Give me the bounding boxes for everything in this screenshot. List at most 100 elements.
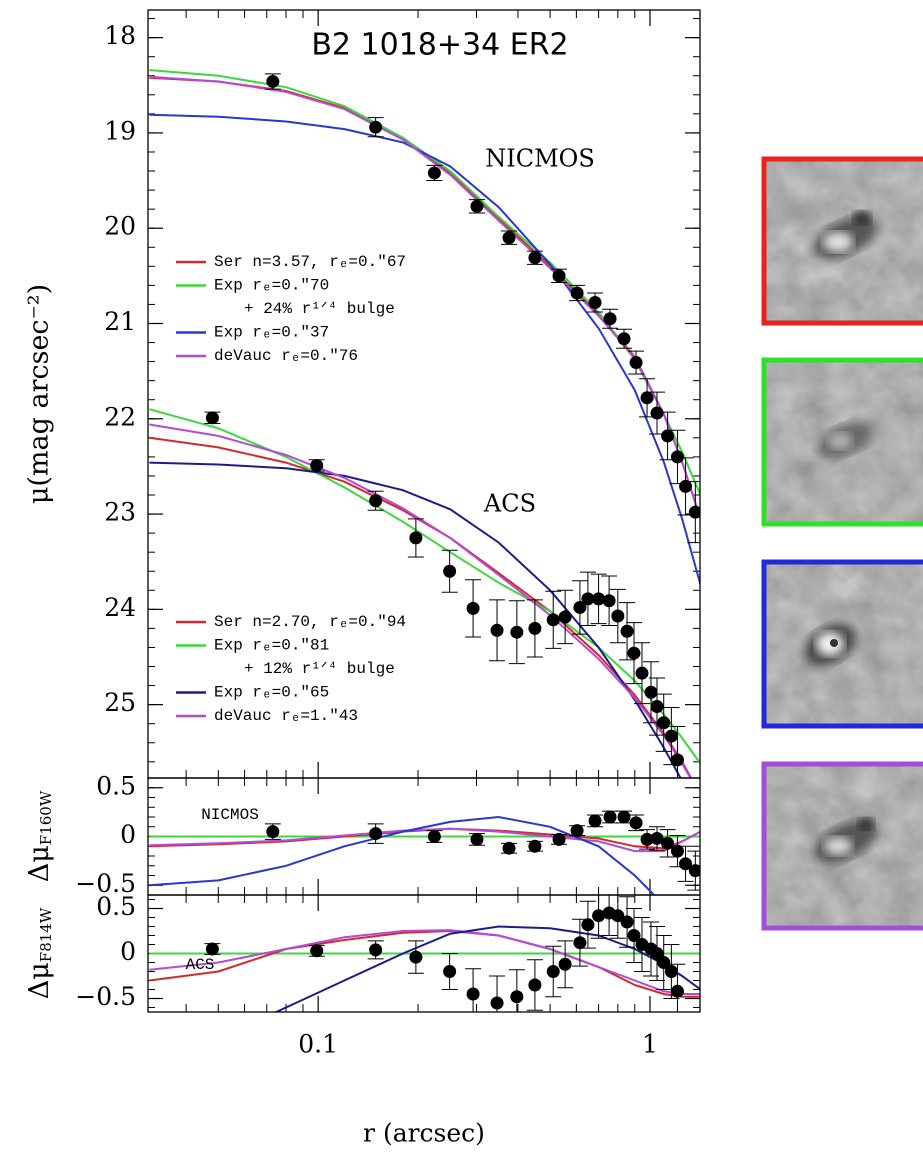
data-point	[657, 716, 671, 730]
y-axis-label: ΔμF160W	[24, 790, 56, 882]
data-point	[603, 312, 617, 326]
model-line	[273, 925, 700, 1012]
model-line	[149, 827, 700, 853]
data-point	[664, 965, 678, 978]
data-point	[629, 816, 643, 830]
data-point	[573, 600, 587, 614]
y-axis-label-sub: F160W	[37, 790, 55, 845]
data-point	[592, 909, 606, 923]
data-point	[528, 978, 542, 992]
thumbnail-exp-bulge	[761, 357, 923, 527]
thumbnail-devauc	[761, 761, 923, 931]
data-point	[205, 411, 219, 425]
data-point	[369, 827, 383, 841]
data-point	[602, 594, 616, 608]
data-point	[688, 864, 700, 878]
data-point	[644, 685, 658, 699]
model-line	[149, 76, 700, 520]
plot-area	[149, 810, 700, 895]
legend-label: Exp rₑ=0.″70	[214, 277, 329, 295]
series-label: ACS	[186, 956, 215, 974]
data-point	[558, 610, 572, 624]
data-point	[603, 810, 617, 824]
data-point	[546, 613, 560, 627]
data-point	[664, 729, 678, 743]
data-point	[611, 909, 625, 923]
thumbnails	[761, 156, 923, 931]
data-point	[369, 120, 383, 134]
y-tick-label: −0.5	[75, 869, 136, 898]
legend-label: Exp rₑ=0.″37	[214, 324, 329, 342]
y-tick-label: 20	[104, 212, 136, 241]
data-point	[409, 950, 423, 964]
data-point	[670, 450, 684, 464]
data-point	[266, 825, 280, 839]
data-point	[502, 231, 516, 245]
data-point	[443, 965, 457, 978]
data-point	[688, 505, 700, 519]
data-point	[640, 391, 654, 405]
data-point	[573, 936, 587, 950]
thumbnail-ser	[761, 156, 923, 326]
series-label: ACS	[483, 490, 536, 518]
data-point	[581, 918, 595, 932]
x-axis-label: r (arcsec)	[363, 1119, 485, 1148]
data-point	[205, 942, 219, 956]
data-point	[650, 700, 664, 714]
data-point	[650, 406, 664, 420]
model-line	[149, 929, 700, 995]
data-point	[570, 286, 584, 300]
data-point	[266, 74, 280, 88]
y-tick-label: 23	[104, 498, 136, 527]
model-line	[149, 827, 700, 850]
data-point	[679, 857, 693, 871]
legend-label: + 12% r¹ᐟ⁴ bulge	[244, 660, 395, 678]
data-point	[617, 810, 631, 824]
y-tick-label: 22	[104, 402, 136, 431]
data-point	[670, 844, 684, 858]
x-tick-label: 1	[642, 1030, 658, 1059]
legend-label: deVauc rₑ=0.″76	[214, 347, 358, 365]
data-point	[617, 332, 631, 346]
y-tick-label: 19	[104, 116, 136, 145]
data-point	[546, 965, 560, 978]
data-point	[629, 356, 643, 370]
y-tick-label: 0.5	[96, 892, 136, 921]
data-point	[310, 458, 324, 472]
data-point	[611, 609, 625, 623]
data-point	[528, 251, 542, 265]
data-point	[470, 832, 484, 846]
frame	[147, 9, 701, 779]
data-point	[627, 646, 641, 660]
y-axis-label: ΔμF814W	[24, 907, 56, 999]
data-point	[657, 956, 671, 969]
y-tick-label: 21	[104, 307, 136, 336]
panel: 18 19 20 21 22 23 24 25 μ(mag arcsec⁻²) B2 1018+3…	[24, 9, 701, 779]
data-point	[490, 623, 504, 637]
data-point	[592, 592, 606, 606]
data-point	[510, 625, 524, 639]
series-label: NICMOS	[201, 806, 259, 824]
y-tick-label: 25	[104, 688, 136, 717]
data-point	[502, 841, 516, 855]
data-point	[650, 831, 664, 845]
data-point	[528, 621, 542, 635]
data-point	[620, 624, 634, 638]
data-point	[679, 479, 693, 493]
x-tick-label: 0.1	[298, 1030, 338, 1059]
data-point	[369, 943, 383, 957]
data-point	[661, 836, 675, 850]
legend-label: Ser n=2.70, rₑ=0.″94	[214, 613, 406, 631]
data-point	[552, 269, 566, 283]
data-point	[466, 601, 480, 615]
legend-label: deVauc rₑ=1.″43	[214, 707, 358, 725]
data-point	[510, 990, 524, 1004]
series-label: NICMOS	[485, 145, 595, 173]
data-point	[466, 987, 480, 1001]
data-point	[490, 996, 504, 1010]
model-line	[149, 815, 656, 895]
y-tick-label: 18	[104, 21, 136, 50]
data-point	[427, 830, 441, 843]
legend-label: Exp rₑ=0.″65	[214, 684, 329, 702]
